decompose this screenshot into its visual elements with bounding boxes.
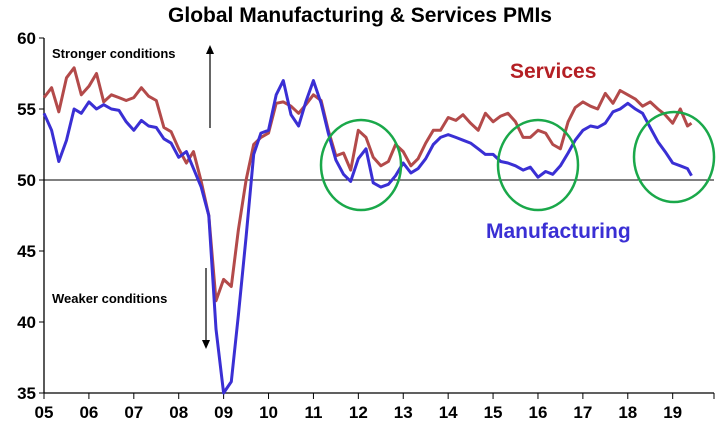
down-arrowhead-icon: [202, 340, 210, 349]
highlight-circle-2019: [632, 110, 716, 204]
y-ticks: 35 40 45 50 55 60: [17, 29, 44, 403]
y-tick-label: 60: [17, 29, 36, 48]
x-tick-label: 06: [79, 403, 98, 422]
manufacturing-label: Manufacturing: [486, 220, 631, 243]
x-tick-label: 16: [529, 403, 548, 422]
x-tick-label: 13: [394, 403, 413, 422]
y-tick-label: 55: [17, 100, 36, 119]
up-arrowhead-icon: [206, 45, 214, 54]
highlight-circle-2012: [319, 118, 403, 212]
stronger-conditions-note: Stronger conditions: [52, 46, 176, 61]
services-label: Services: [510, 60, 596, 83]
x-tick-label: 15: [484, 403, 503, 422]
x-tick-label: 10: [259, 403, 278, 422]
weaker-conditions-note: Weaker conditions: [52, 291, 167, 306]
x-tick-label: 17: [573, 403, 592, 422]
x-ticks: 05 06 07 08 09 10 11 12 13 14 15 16 17 18 19: [35, 393, 715, 422]
y-tick-label: 35: [17, 384, 36, 403]
manufacturing-line: [42, 79, 693, 395]
x-tick-label: 18: [618, 403, 637, 422]
x-tick-label: 07: [124, 403, 143, 422]
x-tick-label: 09: [214, 403, 233, 422]
x-tick-label: 11: [304, 403, 322, 422]
y-tick-label: 50: [17, 171, 36, 190]
y-tick-label: 40: [17, 313, 36, 332]
x-tick-label: 08: [169, 403, 188, 422]
x-tick-label: 19: [663, 403, 682, 422]
highlight-circle-2016: [496, 118, 580, 212]
x-tick-label: 14: [439, 403, 458, 422]
x-tick-label: 12: [349, 403, 368, 422]
y-tick-label: 45: [17, 242, 36, 261]
x-tick-label: 05: [35, 403, 54, 422]
services-line: [42, 66, 693, 303]
chart-title: Global Manufacturing & Services PMIs: [168, 4, 552, 27]
